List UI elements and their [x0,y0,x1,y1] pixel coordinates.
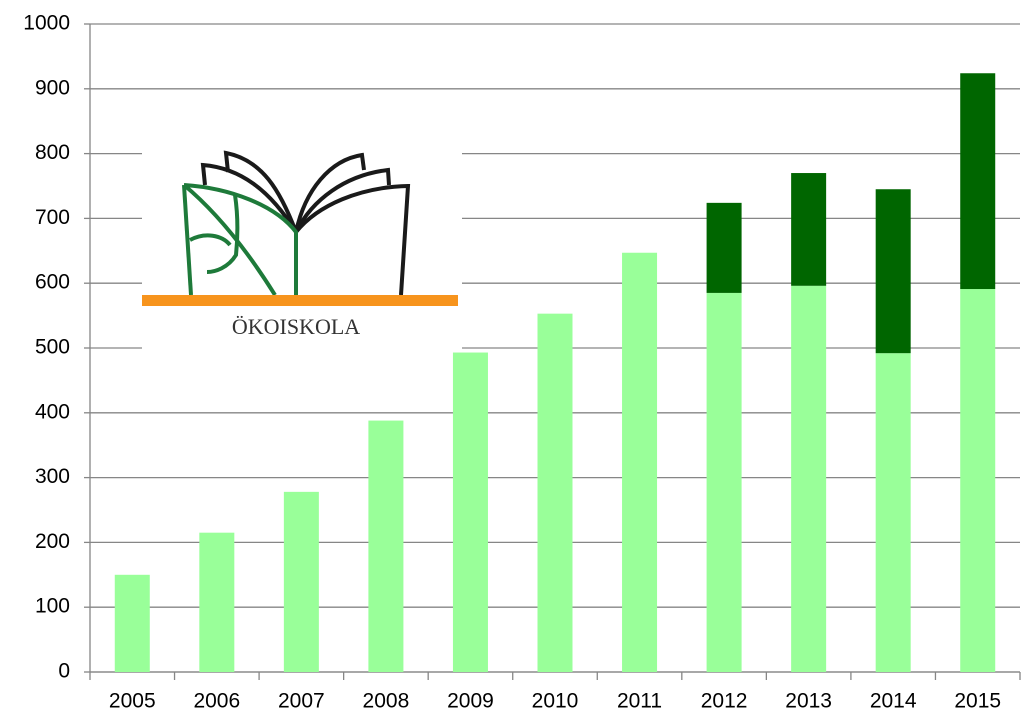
x-tick-label: 2010 [532,690,579,713]
y-tick-label: 900 [35,76,70,99]
bar [706,202,742,293]
plot: 0 100 200 300 400 500 600 700 800 900 1000 2005 2006… [23,12,1021,713]
x-tick-label: 2012 [701,690,748,713]
bar [537,313,573,672]
bar [283,491,319,672]
bar [706,292,742,672]
bar [960,73,996,290]
logo-text: ÖKOISKOLA [232,314,360,339]
bar [875,353,911,672]
y-tick-label: 0 [58,660,70,683]
x-tick-label: 2005 [109,690,156,713]
y-tick-label: 100 [35,595,70,618]
y-tick-label: 600 [35,271,70,294]
y-tick-label: 200 [35,530,70,553]
y-tick-label: 400 [35,400,70,423]
x-tick-label: 2007 [278,690,325,713]
bar [368,420,404,672]
bar [960,289,996,672]
y-tick-label: 800 [35,141,70,164]
x-tick-label: 2013 [785,690,832,713]
logo-bar [142,295,458,306]
x-tick-label: 2006 [193,690,240,713]
logo-book [200,150,411,296]
bar [452,352,488,672]
bar [791,173,827,286]
x-tick-label: 2011 [617,690,662,713]
logo-background [142,140,462,350]
x-tick-label: 2014 [870,690,917,713]
logo: ÖKOISKOLA [142,140,462,350]
x-tick-label: 2015 [954,690,1001,713]
bar [622,252,658,672]
y-tick-label: 300 [35,465,70,488]
logo-leaf [182,183,298,297]
y-tick-label: 700 [35,206,70,229]
y-tick-label: 1000 [23,12,70,35]
bar [791,285,827,672]
bar [875,189,911,354]
x-tick-label: 2009 [447,690,494,713]
x-tick-label: 2008 [363,690,410,713]
bar [199,532,235,672]
bar [114,574,150,672]
y-tick-label: 500 [35,336,70,359]
